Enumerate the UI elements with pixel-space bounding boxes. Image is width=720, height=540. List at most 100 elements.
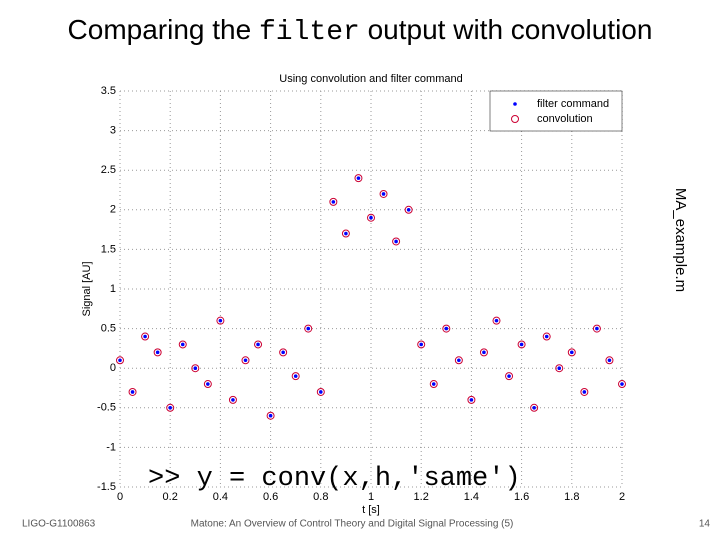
point: [542, 332, 551, 341]
point: [467, 395, 476, 404]
footer-center: Matone: An Overview of Control Theory an…: [191, 519, 514, 530]
point: [479, 348, 488, 357]
point: [505, 372, 514, 381]
point: [620, 382, 624, 386]
point: [592, 324, 601, 333]
point: [607, 358, 612, 363]
point: [494, 318, 499, 323]
point: [128, 387, 137, 396]
point: [266, 411, 275, 420]
point: [319, 390, 323, 394]
point: [116, 356, 124, 365]
x-tick-label: 0.6: [263, 491, 278, 503]
x-axis-label: t [s]: [362, 504, 380, 516]
title-text: output with convolution: [368, 14, 653, 45]
point: [444, 326, 449, 331]
point: [304, 324, 313, 333]
point: [392, 237, 401, 246]
x-tick-label: 0.4: [213, 491, 228, 503]
point: [379, 189, 388, 198]
legend-box: [489, 90, 623, 132]
y-axis-label: Signal [AU]: [81, 261, 93, 316]
point: [141, 332, 150, 341]
point: [605, 356, 614, 365]
point: [341, 229, 350, 238]
y-tick-label: 0.5: [101, 323, 116, 335]
point: [316, 387, 325, 396]
point: [268, 413, 273, 418]
point: [530, 403, 539, 412]
x-tick-label: 1.6: [514, 491, 529, 503]
y-tick-label: 3: [110, 125, 116, 137]
point: [306, 326, 311, 331]
point: [155, 350, 160, 355]
point: [532, 406, 536, 410]
point: [254, 340, 263, 349]
point: [570, 350, 574, 355]
point: [243, 358, 248, 363]
point: [369, 215, 373, 220]
point: [331, 200, 336, 204]
point: [118, 358, 122, 363]
point: [329, 197, 338, 206]
point: [567, 348, 576, 357]
x-tick-label: 2: [619, 491, 625, 503]
slide-title: Comparing the filter output with convolu…: [68, 14, 653, 48]
legend-label: convolution: [537, 113, 593, 125]
point: [293, 374, 298, 378]
x-tick-label: 0.2: [163, 491, 178, 503]
point: [544, 334, 549, 339]
point: [429, 380, 438, 389]
point: [231, 398, 235, 402]
y-tick-label: 1.5: [101, 243, 116, 255]
x-tick-label: 0.8: [313, 491, 328, 503]
point: [356, 176, 361, 180]
point: [291, 372, 300, 381]
x-tick-label: 1.2: [414, 491, 429, 503]
point: [469, 398, 474, 402]
point: [344, 231, 348, 236]
point: [279, 348, 288, 357]
point: [130, 390, 135, 394]
chart-title: Using convolution and filter command: [279, 73, 462, 85]
x-tick-label: 0: [117, 491, 123, 503]
point: [281, 350, 285, 355]
point: [492, 316, 501, 325]
point: [442, 324, 451, 333]
x-tick-label: 1.4: [464, 491, 479, 503]
y-tick-label: 1: [110, 283, 116, 295]
point: [206, 382, 210, 386]
footer-left: LIGO-G1100863: [22, 519, 96, 530]
point: [216, 316, 225, 325]
y-tick-label: -1: [106, 441, 116, 453]
point: [153, 348, 162, 357]
point: [218, 318, 223, 323]
point: [519, 342, 524, 347]
point: [507, 374, 511, 378]
point: [180, 342, 185, 347]
legend-marker: [513, 102, 517, 106]
point: [203, 380, 212, 389]
point: [557, 366, 562, 371]
point: [517, 340, 526, 349]
legend-marker: [511, 115, 519, 123]
y-tick-label: 2.5: [101, 164, 116, 176]
point: [618, 380, 626, 389]
point: [417, 340, 426, 349]
point: [381, 192, 386, 196]
side-label: MA_example.m: [672, 188, 689, 292]
point: [143, 334, 147, 339]
point: [367, 213, 375, 222]
title-text: Comparing the: [68, 14, 252, 45]
point: [191, 364, 200, 373]
page-number: 14: [699, 519, 711, 530]
point: [555, 364, 564, 373]
y-tick-label: 3.5: [101, 85, 116, 97]
point: [394, 239, 398, 244]
legend-label: filter command: [537, 98, 609, 110]
point: [419, 342, 424, 347]
point: [168, 406, 172, 410]
point: [482, 350, 486, 355]
